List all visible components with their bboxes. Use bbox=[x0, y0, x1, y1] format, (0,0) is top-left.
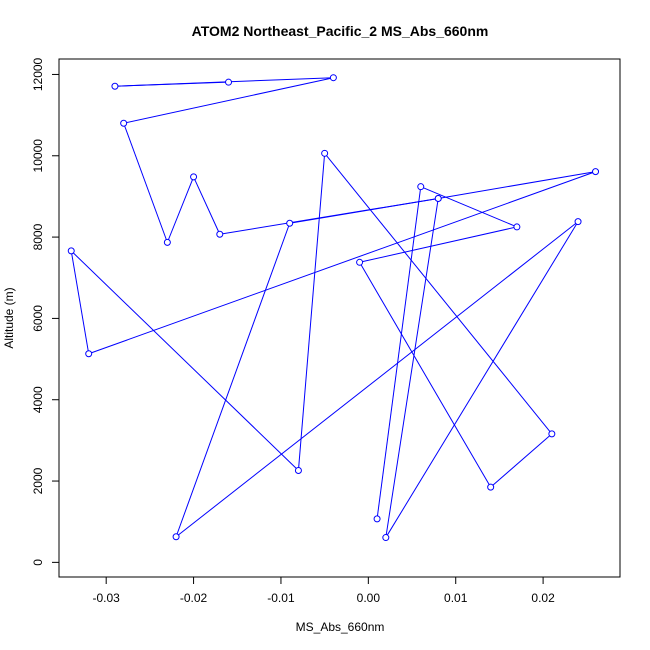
series-segment bbox=[123, 77, 334, 124]
series-segment bbox=[175, 223, 291, 537]
data-point bbox=[294, 466, 302, 474]
data-point bbox=[434, 194, 442, 202]
data-point bbox=[592, 168, 600, 176]
series-segment bbox=[114, 77, 334, 87]
x-axis: -0.03 -0.02 -0.01 0.00 0.01 0.02 bbox=[93, 576, 555, 605]
series-segment bbox=[166, 176, 195, 243]
series-segment bbox=[420, 186, 518, 228]
series-segment bbox=[376, 186, 422, 519]
series-segment bbox=[297, 153, 326, 471]
data-point bbox=[163, 238, 171, 246]
y-tick-label: 0 bbox=[31, 559, 45, 566]
y-tick-label: 2000 bbox=[31, 467, 45, 494]
plot-frame bbox=[58, 58, 621, 578]
series-segment bbox=[490, 433, 553, 488]
y-tick-label: 12000 bbox=[31, 57, 45, 91]
series-segment bbox=[70, 250, 90, 354]
series-segment bbox=[175, 221, 579, 538]
y-tick-label: 4000 bbox=[31, 386, 45, 413]
data-point bbox=[286, 219, 294, 227]
data-point bbox=[120, 119, 128, 127]
data-point bbox=[574, 218, 582, 226]
series-segment bbox=[289, 197, 439, 224]
x-tick-label: -0.02 bbox=[180, 591, 208, 605]
data-point bbox=[417, 183, 425, 191]
data-point bbox=[216, 230, 224, 238]
series-segment bbox=[70, 250, 299, 471]
x-tick-label: -0.03 bbox=[93, 591, 121, 605]
series-segment bbox=[359, 226, 517, 263]
data-point bbox=[85, 350, 93, 358]
y-tick-label: 6000 bbox=[31, 305, 45, 332]
data-point bbox=[190, 173, 198, 181]
series-segment bbox=[359, 262, 492, 488]
data-point bbox=[321, 149, 329, 157]
x-tick-label: 0.01 bbox=[444, 591, 468, 605]
data-point bbox=[329, 74, 337, 82]
data-point bbox=[487, 483, 495, 491]
y-tick-label: 8000 bbox=[31, 223, 45, 250]
series-segment bbox=[438, 171, 596, 199]
series-segment bbox=[324, 153, 553, 435]
data-point bbox=[225, 78, 233, 86]
y-tick-label: 10000 bbox=[31, 139, 45, 173]
data-point bbox=[172, 533, 180, 541]
data-point bbox=[111, 82, 119, 90]
series bbox=[67, 74, 600, 542]
x-tick-label: -0.01 bbox=[267, 591, 295, 605]
x-tick-label: 0.02 bbox=[531, 591, 555, 605]
series-segment bbox=[385, 198, 439, 538]
data-point bbox=[356, 258, 364, 266]
data-point bbox=[382, 534, 390, 542]
data-point bbox=[513, 223, 521, 231]
series-segment bbox=[385, 221, 579, 538]
data-point bbox=[373, 515, 381, 523]
series-segment bbox=[193, 176, 221, 235]
series-segment bbox=[88, 171, 596, 355]
y-axis: 0 2000 4000 6000 8000 10000 12000 bbox=[31, 57, 60, 566]
data-point bbox=[67, 247, 75, 255]
x-tick-label: 0.00 bbox=[357, 591, 381, 605]
chart-title: ATOM2 Northeast_Pacific_2 MS_Abs_660nm bbox=[192, 23, 489, 39]
data-point bbox=[548, 430, 556, 438]
y-axis-label: Altitude (m) bbox=[2, 287, 16, 348]
series-segment bbox=[123, 123, 168, 243]
x-axis-label: MS_Abs_660nm bbox=[296, 620, 385, 634]
